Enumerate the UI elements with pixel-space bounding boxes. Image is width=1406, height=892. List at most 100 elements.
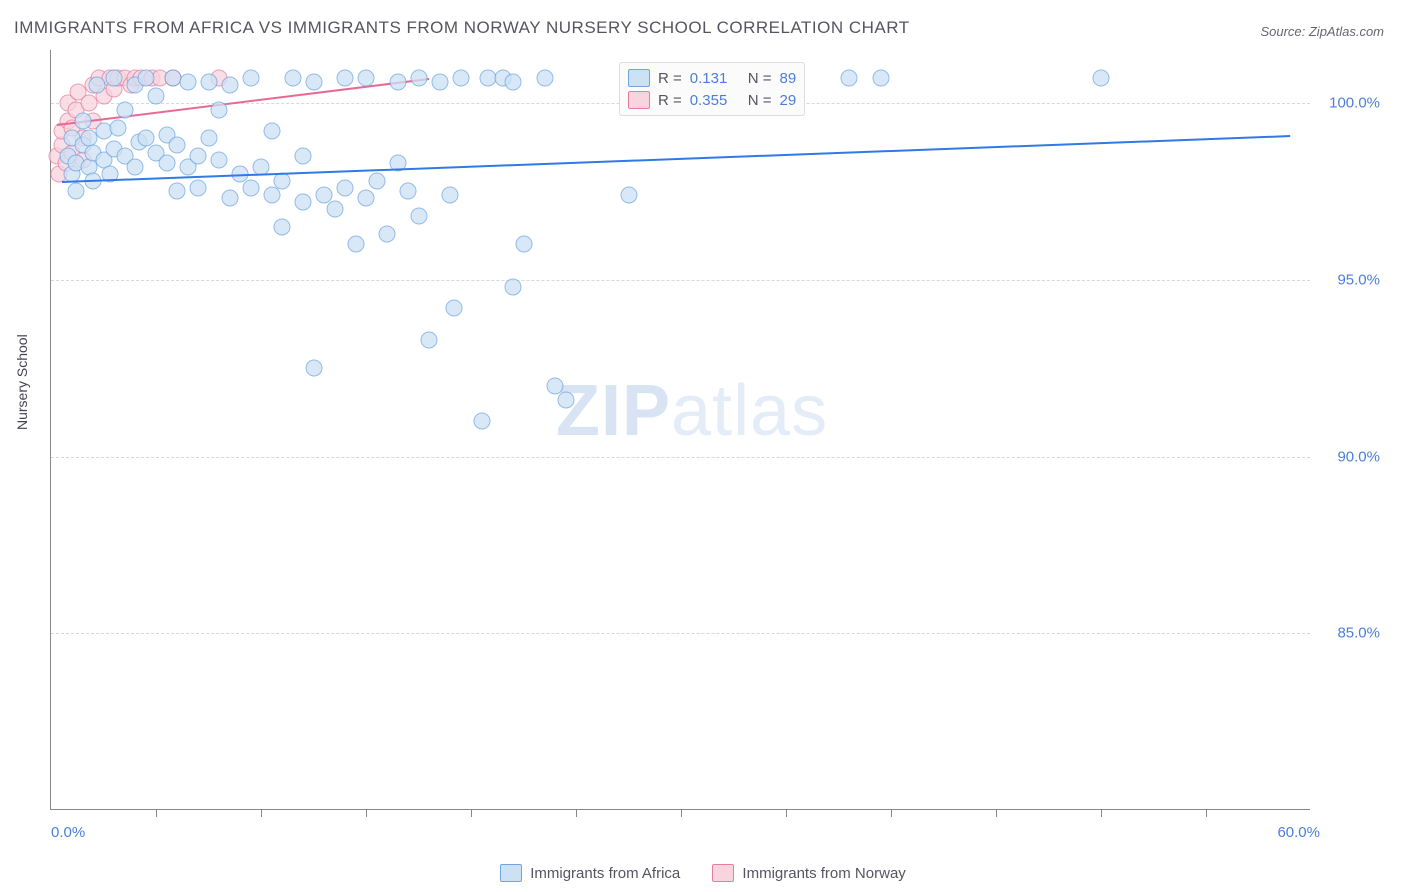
data-point-africa (127, 158, 144, 175)
ytick-label: 90.0% (1320, 448, 1380, 465)
data-point-africa (274, 218, 291, 235)
legend-stats-box: R =0.131N =89R =0.355N =29 (619, 62, 805, 116)
plot-area: ZIPatlas 85.0%90.0%95.0%100.0%0.0%60.0%R… (50, 50, 1310, 810)
data-point-africa (410, 208, 427, 225)
data-point-africa (505, 278, 522, 295)
data-point-africa (190, 148, 207, 165)
xtick (786, 809, 787, 817)
data-point-africa (169, 183, 186, 200)
stats-n-value-norway: 29 (780, 92, 797, 109)
data-point-africa (158, 155, 175, 172)
data-point-africa (106, 70, 123, 87)
data-point-africa (358, 190, 375, 207)
xtick (471, 809, 472, 817)
data-point-africa (305, 73, 322, 90)
data-point-africa (242, 70, 259, 87)
gridline-h (51, 280, 1310, 281)
data-point-africa (284, 70, 301, 87)
data-point-africa (200, 130, 217, 147)
ytick-label: 95.0% (1320, 271, 1380, 288)
data-point-africa (148, 87, 165, 104)
xtick (996, 809, 997, 817)
data-point-africa (410, 70, 427, 87)
data-point-africa (68, 183, 85, 200)
data-point-africa (221, 77, 238, 94)
xtick (1101, 809, 1102, 817)
data-point-africa (337, 179, 354, 196)
data-point-africa (337, 70, 354, 87)
data-point-africa (179, 73, 196, 90)
legend-item-africa: Immigrants from Africa (500, 864, 680, 882)
data-point-africa (446, 300, 463, 317)
data-point-africa (841, 70, 858, 87)
data-point-africa (295, 194, 312, 211)
data-point-africa (536, 70, 553, 87)
legend-label-africa: Immigrants from Africa (530, 865, 680, 882)
watermark-rest: atlas (671, 371, 828, 451)
data-point-africa (505, 73, 522, 90)
data-point-africa (110, 119, 127, 136)
legend-swatch-africa (500, 864, 522, 882)
data-point-africa (242, 179, 259, 196)
xtick (156, 809, 157, 817)
legend-stats-row-norway: R = 0.355 N = 29 (628, 89, 796, 111)
stats-r-value-norway: 0.355 (690, 92, 740, 109)
xtick (891, 809, 892, 817)
data-point-africa (169, 137, 186, 154)
xtick-label-max: 60.0% (1277, 824, 1320, 841)
ytick-label: 100.0% (1320, 95, 1380, 112)
legend-stats-row-africa: R =0.131N =89 (628, 67, 796, 89)
trendline-africa (61, 135, 1290, 183)
data-point-africa (620, 186, 637, 203)
xtick (366, 809, 367, 817)
watermark-zip: ZIP (556, 371, 671, 451)
data-point-africa (400, 183, 417, 200)
data-point-africa (347, 236, 364, 253)
data-point-africa (211, 151, 228, 168)
chart-title: IMMIGRANTS FROM AFRICA VS IMMIGRANTS FRO… (14, 18, 910, 38)
data-point-africa (421, 331, 438, 348)
xtick (261, 809, 262, 817)
data-point-africa (515, 236, 532, 253)
data-point-africa (452, 70, 469, 87)
gridline-h (51, 457, 1310, 458)
data-point-africa (89, 77, 106, 94)
data-point-africa (74, 112, 91, 129)
watermark: ZIPatlas (556, 370, 828, 452)
data-point-africa (116, 102, 133, 119)
data-point-africa (200, 73, 217, 90)
data-point-africa (190, 179, 207, 196)
source-label: Source: ZipAtlas.com (1260, 24, 1384, 39)
xtick-label-min: 0.0% (51, 824, 85, 841)
data-point-africa (557, 391, 574, 408)
stats-n-label: N = (748, 92, 772, 109)
data-point-africa (137, 70, 154, 87)
data-point-africa (1093, 70, 1110, 87)
data-point-africa (358, 70, 375, 87)
legend-item-norway: Immigrants from Norway (712, 864, 905, 882)
data-point-africa (263, 186, 280, 203)
legend-swatch-norway (712, 864, 734, 882)
data-point-africa (872, 70, 889, 87)
legend-label-norway: Immigrants from Norway (742, 865, 905, 882)
data-point-africa (389, 73, 406, 90)
stats-r-label: R = (658, 92, 682, 109)
stats-swatch-africa (628, 69, 650, 87)
xtick (681, 809, 682, 817)
xtick (1206, 809, 1207, 817)
ytick-label: 85.0% (1320, 625, 1380, 642)
stats-swatch-norway (628, 91, 650, 109)
stats-n-label: N = (748, 70, 772, 87)
gridline-h (51, 633, 1310, 634)
data-point-africa (221, 190, 238, 207)
data-point-africa (305, 360, 322, 377)
data-point-africa (368, 172, 385, 189)
data-point-africa (211, 102, 228, 119)
data-point-africa (473, 413, 490, 430)
data-point-africa (295, 148, 312, 165)
data-point-africa (442, 186, 459, 203)
stats-r-label: R = (658, 70, 682, 87)
data-point-africa (379, 225, 396, 242)
stats-n-value-africa: 89 (780, 70, 797, 87)
bottom-legend: Immigrants from Africa Immigrants from N… (0, 864, 1406, 886)
